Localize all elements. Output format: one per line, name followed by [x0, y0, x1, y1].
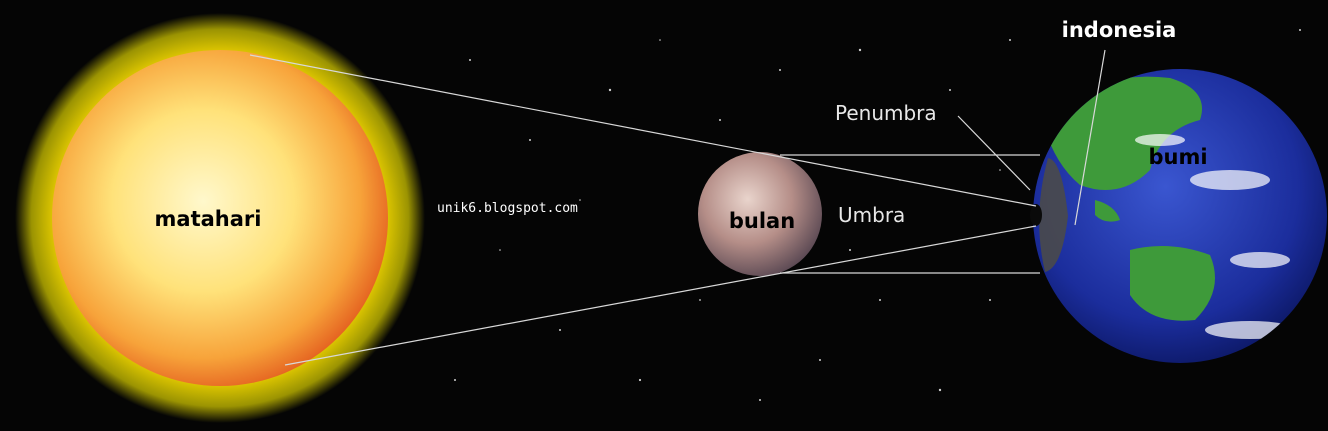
penumbra-pointer	[957, 115, 1031, 191]
watermark: unik6.blogspot.com	[437, 201, 578, 216]
moon	[698, 152, 822, 276]
stars	[454, 29, 1301, 401]
umbra-label: Umbra	[838, 203, 905, 227]
indonesia-label: indonesia	[1062, 18, 1177, 42]
earth	[1030, 69, 1327, 363]
sun	[15, 13, 425, 423]
indonesia-pointer	[1074, 49, 1106, 226]
penumbra-label: Penumbra	[835, 101, 937, 125]
penumbra-lower-line	[284, 225, 1037, 366]
penumbra-upper-line	[249, 54, 1037, 207]
sun-label: matahari	[155, 207, 262, 231]
earth-penumbra-shade	[1039, 158, 1068, 272]
earth-umbra-spot	[1030, 204, 1042, 226]
moon-label: bulan	[729, 209, 795, 233]
earth-label: bumi	[1148, 145, 1207, 169]
shadow-lines	[249, 49, 1106, 366]
sun-body	[52, 50, 388, 386]
